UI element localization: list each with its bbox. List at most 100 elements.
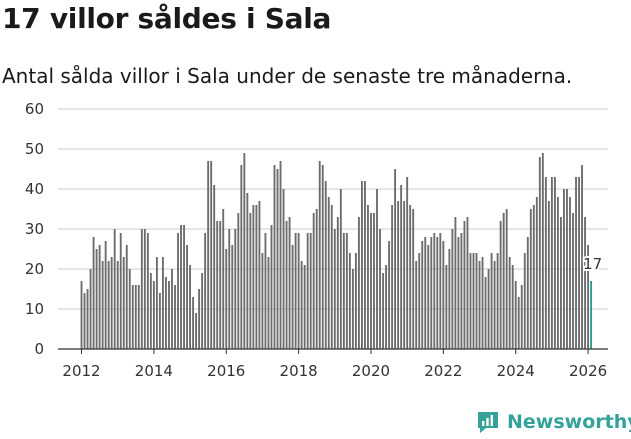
bar (563, 189, 565, 349)
bar (475, 253, 478, 349)
bar (228, 229, 231, 349)
y-tick-label: 10 (25, 300, 44, 318)
bar (294, 233, 297, 349)
x-tick-label: 2016 (207, 362, 245, 380)
bar (566, 189, 568, 349)
bar (143, 229, 146, 349)
y-tick-label: 20 (25, 260, 44, 278)
bar (517, 297, 520, 349)
bar (83, 293, 86, 349)
bar (101, 261, 104, 349)
bar (535, 197, 538, 349)
bar (376, 189, 378, 349)
bar (415, 261, 418, 349)
bar (119, 233, 122, 349)
bar (397, 201, 400, 349)
bar (80, 281, 83, 349)
bar (529, 209, 532, 349)
bar (318, 161, 321, 349)
y-tick-label: 40 (25, 180, 44, 198)
chart-subtitle: Antal sålda villor i Sala under de senas… (2, 64, 573, 88)
bar (225, 249, 228, 349)
bar (240, 165, 243, 349)
bar (487, 269, 490, 349)
bar (231, 245, 234, 349)
bar (122, 257, 125, 349)
bar (234, 229, 237, 349)
bar (113, 229, 116, 349)
bar (110, 257, 113, 349)
bar (550, 177, 553, 349)
bar (285, 221, 288, 349)
bar (436, 237, 439, 349)
bar (348, 253, 351, 349)
newsworthy-logo-icon (478, 412, 498, 433)
bar (409, 205, 412, 349)
bar (210, 161, 213, 349)
bar (155, 257, 158, 349)
bar (330, 205, 333, 349)
bar (303, 265, 306, 349)
bar (541, 153, 544, 349)
bar (315, 209, 318, 349)
bar (264, 233, 267, 349)
latest-value-label: 17 (583, 255, 602, 273)
bar (204, 233, 207, 349)
bar (291, 245, 294, 349)
bar (490, 253, 493, 349)
bar (496, 253, 499, 349)
bar (538, 157, 541, 349)
x-tick-label: 2018 (280, 362, 318, 380)
bar (116, 261, 119, 349)
bar (569, 197, 571, 349)
bar (180, 225, 182, 349)
bar (430, 237, 433, 349)
bar (354, 253, 357, 349)
bar (198, 289, 201, 349)
bar (505, 209, 508, 349)
bar (514, 281, 517, 349)
bar (137, 285, 140, 349)
bar (107, 261, 110, 349)
bar (364, 181, 366, 349)
bar (222, 209, 225, 349)
bar (578, 177, 580, 349)
bar (177, 233, 179, 349)
bar (403, 201, 406, 349)
bar (249, 213, 252, 349)
bar (189, 265, 192, 349)
bar (336, 217, 339, 349)
bar (201, 273, 204, 349)
bar (279, 161, 282, 349)
bar (584, 217, 586, 349)
bar (526, 237, 529, 349)
bar (427, 245, 430, 349)
bar (532, 205, 535, 349)
bar (367, 205, 369, 349)
bar (282, 189, 285, 349)
bar (186, 245, 188, 349)
bar (502, 213, 505, 349)
x-tick-label: 2024 (497, 362, 535, 380)
bar (95, 249, 98, 349)
bar (472, 253, 475, 349)
bar (134, 285, 137, 349)
bar (300, 261, 303, 349)
bar (195, 313, 198, 349)
bar (466, 217, 469, 349)
bar (454, 217, 457, 349)
bar (394, 169, 397, 349)
bar (587, 245, 590, 349)
bar (327, 197, 330, 349)
page-title: 17 villor såldes i Sala (2, 2, 332, 35)
bar (424, 237, 427, 349)
bar (572, 213, 574, 349)
bar (544, 177, 547, 349)
bar (312, 213, 315, 349)
bar (152, 281, 155, 349)
bar (333, 229, 336, 349)
brand-logo: Newsworthy (476, 408, 631, 436)
bar (158, 293, 161, 349)
bar (161, 257, 164, 349)
bar (255, 205, 258, 349)
